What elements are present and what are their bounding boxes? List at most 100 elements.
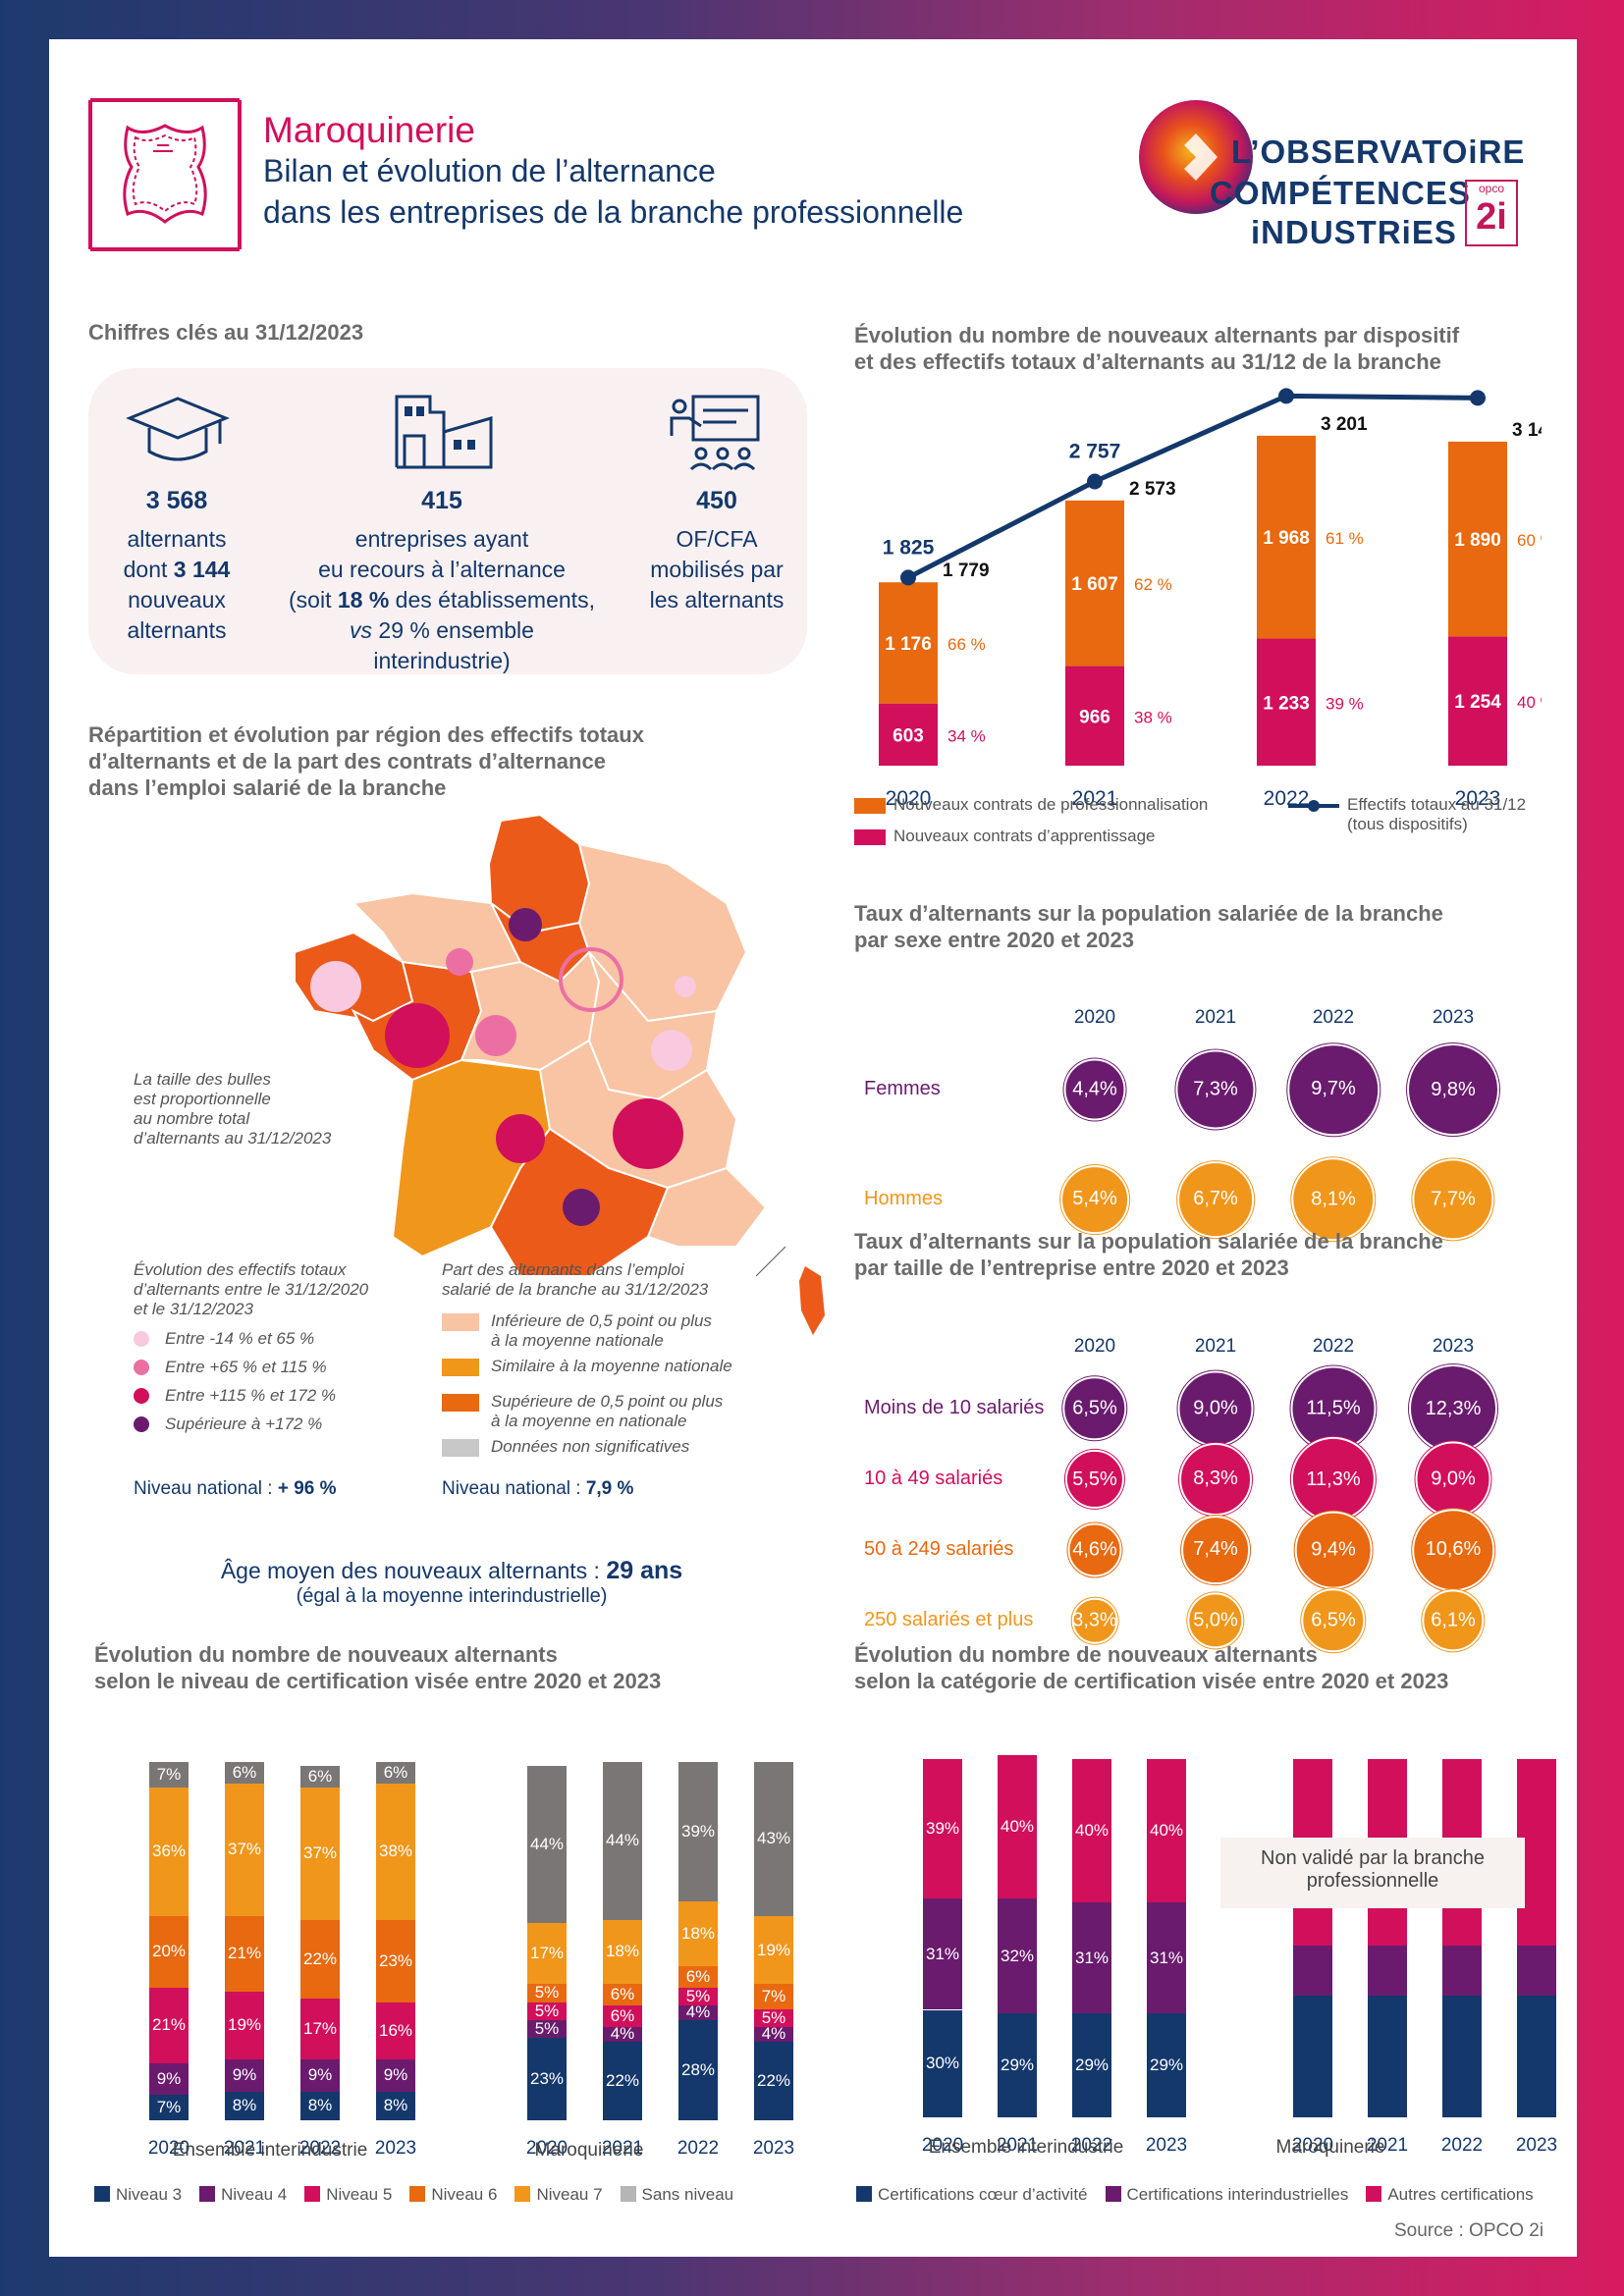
category-legend-swatch <box>1366 2186 1382 2202</box>
legend-app: Nouveaux contrats d’apprentissage <box>854 827 1156 846</box>
cat-maro-segment-2020-0 <box>1293 1995 1332 2117</box>
label-apprentissage-2023: 1 254 <box>1454 692 1501 713</box>
label-professionnalisation-2021: 1 607 <box>1071 574 1118 595</box>
level-legend-swatch <box>304 2186 321 2202</box>
opco-badge: opco 2i <box>1465 180 1518 246</box>
evo-item: Entre +65 % et 115 % <box>134 1356 428 1384</box>
level-inter-year-2021: 2021 <box>223 2138 266 2159</box>
level-inter-segment-2023-2: 16% <box>376 2002 415 2059</box>
level-legend-item: Niveau 6 <box>409 2185 497 2205</box>
kpi-apprentices-line3: nouveaux <box>128 587 226 613</box>
logo-line-3: iNDUSTRiES <box>1251 214 1457 250</box>
level-inter-segment-2023-4: 38% <box>376 1783 415 1920</box>
evo-item-label: Entre +115 % et 172 % <box>165 1386 337 1405</box>
year-header-2022: 2022 <box>1312 1336 1355 1357</box>
level-group-2: Maroquinerie <box>534 2140 644 2161</box>
cat-inter-segment-2020-0: 30% <box>923 2009 962 2117</box>
evo-item-dot <box>134 1388 149 1404</box>
cat-inter-year-2020: 2020 <box>921 2135 964 2156</box>
part-item: Similaire à la moyenne nationale <box>442 1357 825 1386</box>
level-inter-segment-2021-1: 9% <box>225 2058 264 2092</box>
level-legend-swatch <box>514 2186 531 2202</box>
level-maro-segment-2022-2: 5% <box>678 1987 718 2006</box>
kpi-apprentices-line4: alternants <box>127 617 227 643</box>
category-chart-title-2: selon la catégorie de certification visé… <box>854 1669 1449 1693</box>
evo-item-dot <box>134 1331 149 1347</box>
kpi-apprentices-line2: dont 3 144 <box>113 555 241 585</box>
page-subtitle-2: dans les entreprises de la branche profe… <box>263 194 964 230</box>
level-inter-segment-2020-3: 20% <box>149 1915 189 1988</box>
level-inter-segment-2023-0: 8% <box>376 2091 415 2120</box>
level-inter-segment-2020-5: 7% <box>149 1762 189 1788</box>
rate-bubble: 7,4% <box>1181 1516 1250 1584</box>
part-item-swatch <box>442 1359 479 1376</box>
part-item-swatch <box>442 1313 479 1331</box>
part-item-l1: Données non significatives <box>491 1437 690 1456</box>
average-age-note: (égal à la moyenne interindustrielle) <box>296 1585 608 1607</box>
cat-maro-year-2023: 2023 <box>1515 2135 1558 2156</box>
evo-head-3: et le 31/12/2023 <box>134 1300 253 1318</box>
level-legend-item: Niveau 4 <box>199 2185 287 2205</box>
part-item-swatch <box>442 1439 479 1457</box>
kpi-companies-line1: entreprises ayant <box>354 526 529 552</box>
level-legend-swatch <box>620 2186 636 2202</box>
evo-head-1: Évolution des effectifs totaux <box>134 1260 347 1279</box>
level-inter-segment-2022-4: 37% <box>300 1787 340 1920</box>
sex-rates-title-1: Taux d’alternants sur la population sala… <box>854 901 1443 926</box>
level-chart-title-1: Évolution du nombre de nouveaux alternan… <box>94 1642 558 1667</box>
map-note-1: La taille des bulles <box>134 1070 271 1089</box>
part-item: Supérieure de 0,5 point ou plus à la moye… <box>442 1392 825 1431</box>
rate-bubble: 3,3% <box>1071 1597 1118 1644</box>
label-professionnalisation-2020: 1 176 <box>885 634 932 655</box>
level-maro-year-2020: 2020 <box>525 2138 568 2159</box>
cat-maro-segment-2023-0 <box>1517 1995 1556 2117</box>
bubble-auvergne-rhone-alpes <box>613 1098 683 1169</box>
level-maro-segment-2022-3: 6% <box>678 1966 718 1988</box>
category-legend-swatch <box>1105 2186 1121 2202</box>
bar-professionnalisation-2023 <box>1448 441 1507 637</box>
category-legend-item: Certifications interindustrielles <box>1105 2185 1348 2205</box>
region-paca <box>646 1166 768 1248</box>
cat-maro-segment-2020-1 <box>1293 1945 1332 1996</box>
evolution-chart-title-1: Évolution du nombre de nouveaux alternan… <box>854 323 1460 347</box>
level-group-1: Ensemble interindustrie <box>172 2140 368 2161</box>
rate-bubble: 9,0% <box>1177 1370 1254 1447</box>
bubble-centre <box>475 1015 516 1056</box>
kpi-companies-line5: interindustrie) <box>373 648 511 673</box>
category-legend: Certifications cœur d’activité Certificat… <box>856 2185 1534 2205</box>
level-maro-segment-2023-0: 22% <box>754 2041 793 2120</box>
key-figures-title: Chiffres clés au 31/12/2023 <box>88 320 364 345</box>
national-evolution-value: + 96 % <box>277 1478 337 1499</box>
national-share: Niveau national : 7,9 % <box>442 1478 633 1500</box>
category-legend-item: Autres certifications <box>1366 2185 1534 2205</box>
level-inter-year-2020: 2020 <box>147 2138 190 2159</box>
share-legend-block: Part des alternants dans l’emploi salari… <box>442 1260 825 1472</box>
kpi-apprentices: 3 568 alternants dont 3 144 nouveaux alt… <box>113 486 241 646</box>
level-legend-label: Sans niveau <box>641 2185 734 2204</box>
level-inter-segment-2020-2: 21% <box>149 1987 189 2063</box>
observatoire-logo: L’OBSERVATOiRE COMPÉTENCES iNDUSTRiES op… <box>1135 96 1528 253</box>
level-legend-item: Niveau 3 <box>94 2185 182 2205</box>
opco-badge-main: 2i <box>1476 196 1507 238</box>
bubble-pays-de-la-loire <box>385 1003 450 1068</box>
cat-maro-year-2022: 2022 <box>1440 2135 1484 2156</box>
cat-inter-segment-2021-2: 40% <box>998 1755 1037 1899</box>
cat-inter-segment-2023-0: 29% <box>1147 2013 1186 2117</box>
label-apprentissage-2021: 966 <box>1079 707 1110 727</box>
stack-total-2023: 3 144 <box>1512 420 1542 441</box>
rate-bubble: 9,7% <box>1287 1043 1380 1136</box>
stack-total-2022: 3 201 <box>1321 414 1368 435</box>
bubble-normandie <box>446 948 473 976</box>
kpi-companies-line2: eu recours à l’alternance <box>318 557 566 582</box>
evolution-chart-title: Évolution du nombre de nouveaux alternan… <box>854 322 1459 375</box>
cat-inter-segment-2020-1: 31% <box>923 1898 962 2010</box>
region-title-1: Répartition et évolution par région des … <box>88 722 644 747</box>
rate-bubble: 6,5% <box>1062 1376 1127 1441</box>
level-maro-segment-2021-5: 44% <box>603 1762 642 1920</box>
kpi-apprentices-line2a: dont <box>123 557 174 582</box>
rate-bubble: 7,3% <box>1175 1049 1256 1130</box>
part-item-swatch <box>442 1394 479 1412</box>
bar-professionnalisation-2022 <box>1257 435 1316 639</box>
rate-bubble: 6,5% <box>1301 1588 1366 1653</box>
bar-apprentissage-2023 <box>1448 636 1507 766</box>
